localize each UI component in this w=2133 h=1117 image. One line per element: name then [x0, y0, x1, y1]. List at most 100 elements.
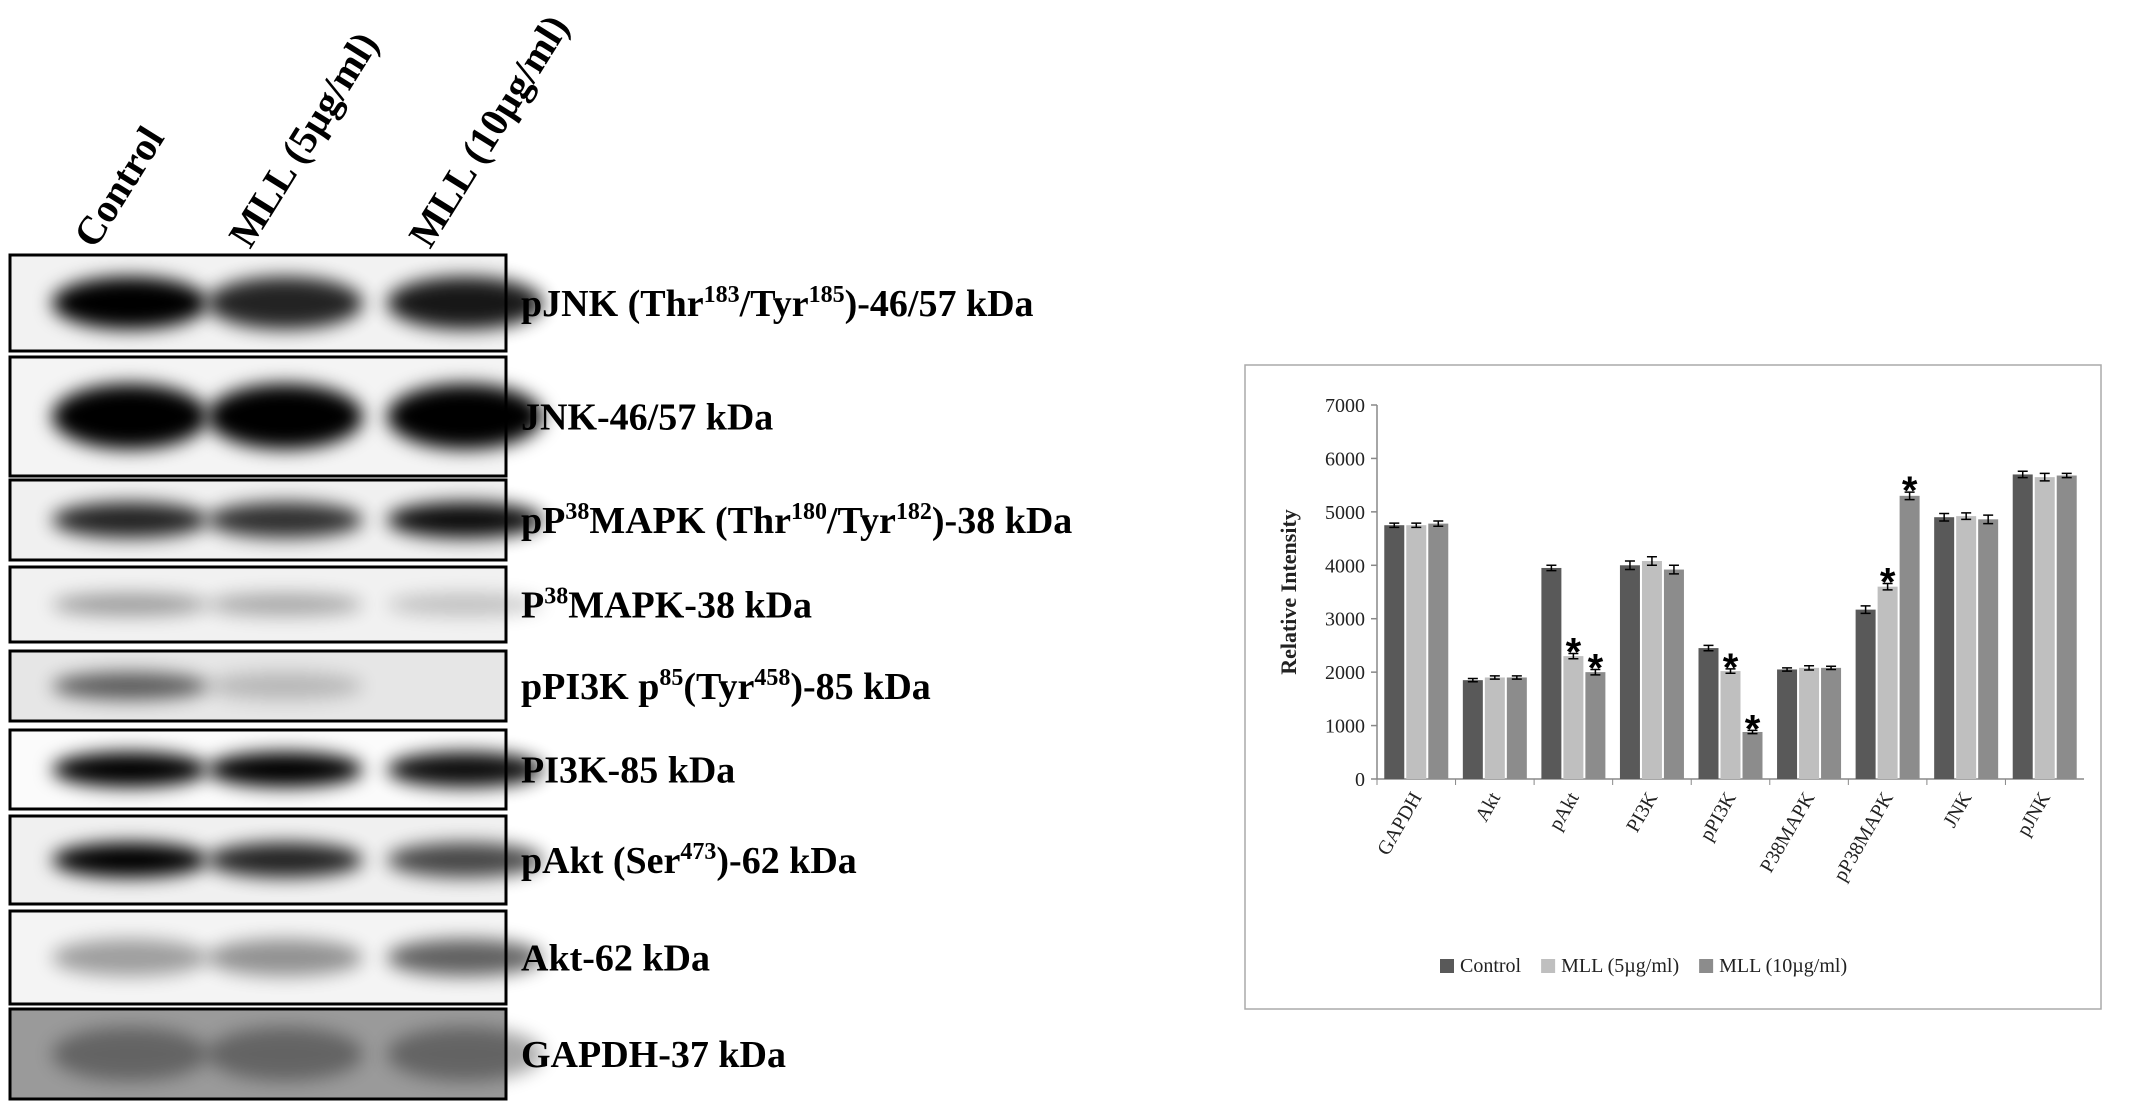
blot-band [387, 751, 543, 788]
bar [2034, 477, 2055, 779]
blot-band [52, 751, 208, 788]
blot-band [207, 842, 363, 878]
error-bar [1826, 665, 1837, 671]
label-text: pAkt (Ser [521, 840, 681, 882]
blot-frame [8, 909, 508, 1006]
y-tick-label: 2000 [1325, 662, 1365, 684]
lane-label: Control [64, 118, 172, 254]
blot-band [52, 502, 208, 538]
bar [1406, 525, 1427, 779]
superscript: 38 [565, 499, 589, 525]
blot-band [207, 938, 363, 977]
blot-band [52, 593, 208, 616]
label-text: )-85 kDa [790, 666, 930, 708]
label-text: /Tyr [739, 283, 809, 325]
label-text: )-46/57 kDa [845, 283, 1034, 325]
error-bar [1668, 564, 1679, 575]
bar [1619, 565, 1640, 779]
error-bar [1939, 512, 1950, 522]
significance-mark: * [1745, 707, 1761, 751]
blot-band [207, 672, 363, 700]
bar [1934, 517, 1955, 779]
bar [1563, 656, 1584, 779]
label-text: P [521, 585, 544, 627]
label-text: JNK-46/57 kDa [521, 397, 773, 439]
bar [1821, 667, 1842, 779]
bar [1799, 667, 1820, 779]
superscript: 185 [809, 282, 845, 308]
error-bar [1511, 675, 1522, 680]
label-text: Akt-62 kDa [521, 938, 710, 980]
blot-band [52, 383, 208, 450]
blot-band [387, 938, 543, 977]
error-bar [1590, 668, 1601, 676]
error-bar [1489, 675, 1500, 680]
label-text: )-38 kDa [932, 500, 1072, 542]
blot-frame [8, 565, 508, 644]
y-tick-label: 4000 [1325, 555, 1365, 577]
bar [1899, 495, 1920, 779]
label-text: GAPDH-37 kDa [521, 1034, 786, 1076]
significance-mark: * [1566, 630, 1582, 674]
bar [1956, 516, 1977, 779]
blot-band [207, 276, 363, 330]
blot-band [52, 938, 208, 977]
error-bar [2039, 472, 2050, 482]
error-bar [1646, 555, 1657, 567]
blot-label: pPI3K p85(Tyr458)-85 kDa [521, 665, 931, 708]
superscript: 183 [704, 282, 740, 308]
error-bar [2017, 470, 2028, 479]
blot-frame [8, 1007, 508, 1101]
legend-swatch [1699, 959, 1714, 973]
blot-band [387, 842, 543, 878]
y-tick-label: 7000 [1325, 395, 1365, 417]
error-bar [2061, 472, 2072, 479]
label-text: /Tyr [826, 500, 896, 542]
bar [2056, 475, 2077, 779]
blot-band [52, 842, 208, 878]
y-tick-label: 5000 [1325, 502, 1365, 524]
significance-mark: * [1902, 469, 1918, 513]
blot-band [387, 593, 543, 616]
label-text: pPI3K p [521, 666, 659, 708]
error-bar [1860, 605, 1871, 615]
blot-band [207, 593, 363, 616]
error-bar [1433, 520, 1444, 528]
error-bar [1389, 522, 1400, 529]
blot-band [387, 1027, 543, 1081]
error-bar [1747, 729, 1758, 735]
legend-label: MLL (5µg/ml) [1561, 955, 1679, 977]
error-bar [1983, 514, 1994, 525]
blot-band [52, 1027, 208, 1081]
y-tick-label: 1000 [1325, 716, 1365, 738]
blot-frame [8, 253, 508, 353]
legend-label: Control [1460, 955, 1522, 977]
blot-band [207, 1027, 363, 1081]
significance-mark: * [1588, 646, 1604, 690]
blot-frame [8, 649, 508, 723]
blot-frame [8, 355, 508, 478]
superscript: 473 [680, 839, 716, 865]
blot-label: JNK-46/57 kDa [521, 397, 773, 439]
error-bar [1624, 560, 1635, 571]
bar [1585, 672, 1606, 779]
blot-band [387, 383, 543, 450]
error-bar [1411, 522, 1422, 529]
error-bar [1904, 491, 1915, 501]
y-tick-label: 6000 [1325, 448, 1365, 470]
legend-label: MLL (10µg/ml) [1719, 955, 1847, 977]
label-text: MAPK-38 kDa [568, 585, 812, 627]
error-bar [1467, 677, 1478, 683]
y-axis-title: Relative Intensity [1276, 509, 1301, 675]
bar [1855, 609, 1876, 779]
bar [1777, 669, 1798, 779]
bar [1506, 677, 1527, 779]
y-tick-label: 3000 [1325, 609, 1365, 631]
lane-label: MLL (10µg/ml) [399, 7, 577, 255]
bar [1663, 569, 1684, 779]
blot-band [387, 276, 543, 330]
blot-band [207, 502, 363, 538]
bar [1698, 648, 1719, 779]
bar [1877, 586, 1898, 779]
blot-label: GAPDH-37 kDa [521, 1034, 786, 1076]
